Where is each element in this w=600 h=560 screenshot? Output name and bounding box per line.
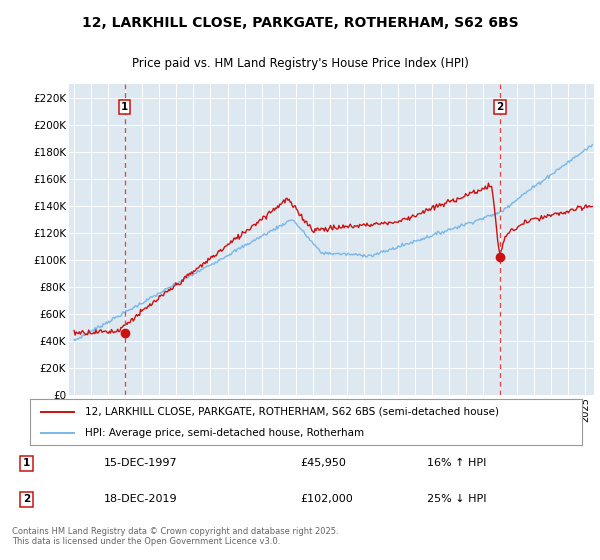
Text: 15-DEC-1997: 15-DEC-1997 xyxy=(104,458,178,468)
Text: 2: 2 xyxy=(23,494,30,505)
Text: £45,950: £45,950 xyxy=(300,458,346,468)
Text: 16% ↑ HPI: 16% ↑ HPI xyxy=(427,458,486,468)
Text: £102,000: £102,000 xyxy=(300,494,353,505)
Text: 1: 1 xyxy=(23,458,30,468)
Text: 2: 2 xyxy=(496,102,503,112)
Text: 12, LARKHILL CLOSE, PARKGATE, ROTHERHAM, S62 6BS (semi-detached house): 12, LARKHILL CLOSE, PARKGATE, ROTHERHAM,… xyxy=(85,407,499,417)
Text: 18-DEC-2019: 18-DEC-2019 xyxy=(104,494,178,505)
Text: 25% ↓ HPI: 25% ↓ HPI xyxy=(427,494,486,505)
Text: HPI: Average price, semi-detached house, Rotherham: HPI: Average price, semi-detached house,… xyxy=(85,428,364,438)
Text: 1: 1 xyxy=(121,102,128,112)
Text: 12, LARKHILL CLOSE, PARKGATE, ROTHERHAM, S62 6BS: 12, LARKHILL CLOSE, PARKGATE, ROTHERHAM,… xyxy=(82,16,518,30)
Text: Contains HM Land Registry data © Crown copyright and database right 2025.
This d: Contains HM Land Registry data © Crown c… xyxy=(12,527,338,547)
Text: Price paid vs. HM Land Registry's House Price Index (HPI): Price paid vs. HM Land Registry's House … xyxy=(131,57,469,70)
